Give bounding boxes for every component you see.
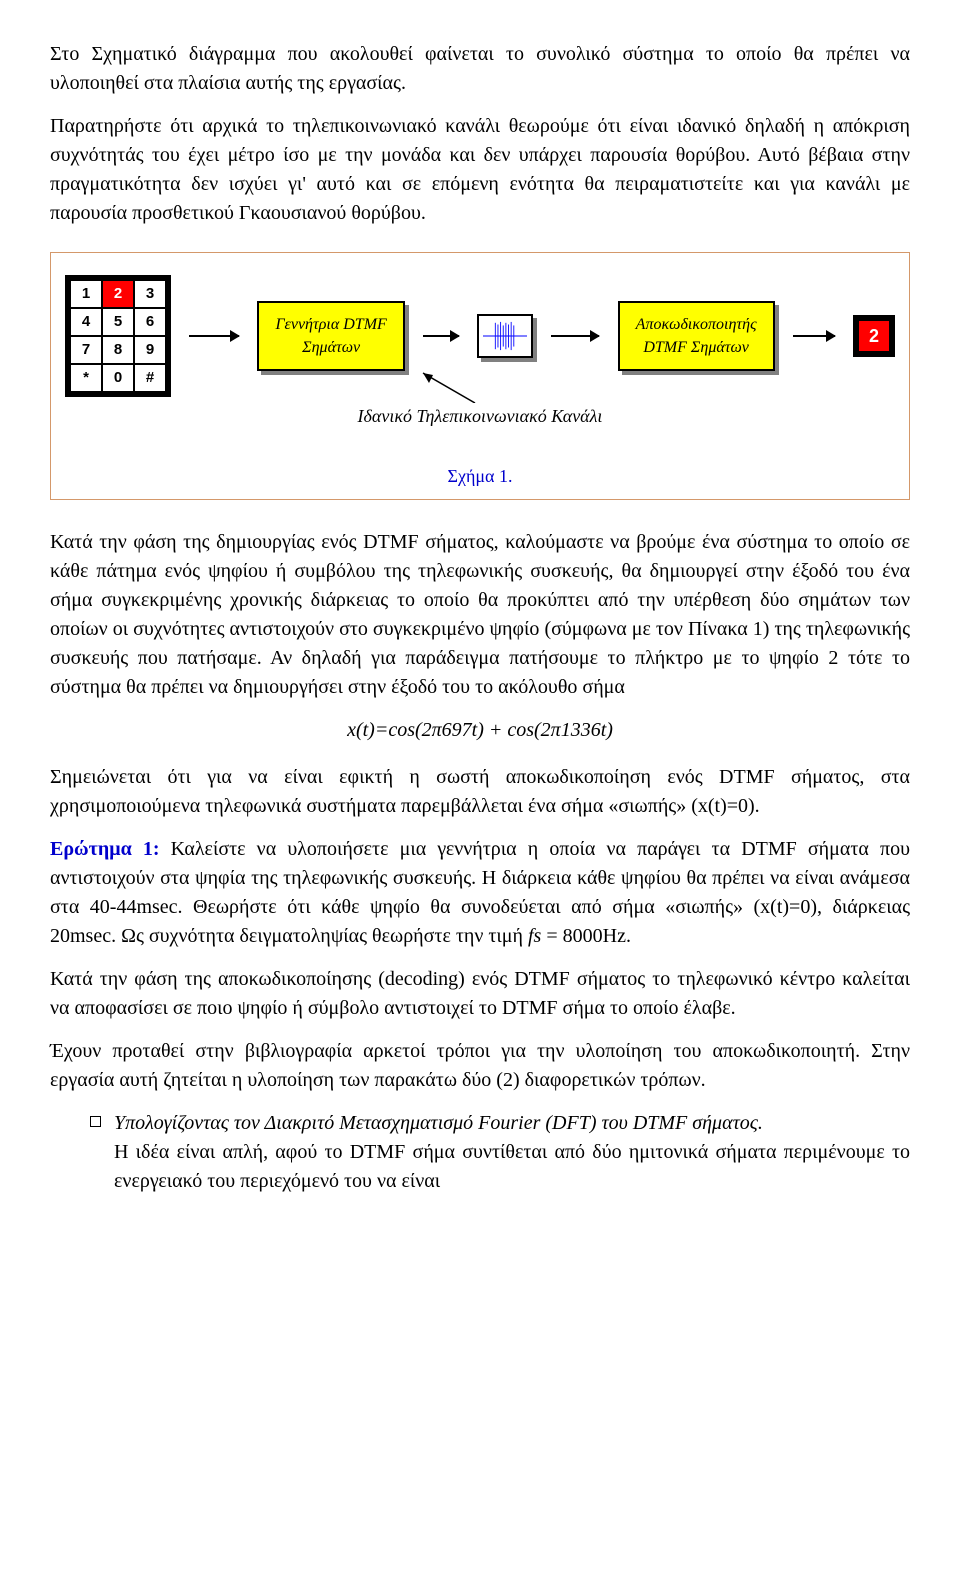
question-1-text: Καλείστε να υλοποιήσετε μια γεννήτρια η … bbox=[50, 838, 910, 947]
keypad-key: 7 bbox=[70, 336, 102, 364]
body-2: Σημειώνεται ότι για να είναι εφικτή η σω… bbox=[50, 763, 910, 821]
arrow-1 bbox=[189, 335, 239, 337]
generator-block-line2: Σημάτων bbox=[275, 336, 386, 359]
question-1: Ερώτημα 1: Καλείστε να υλοποιήσετε μια γ… bbox=[50, 835, 910, 951]
keypad-key: 0 bbox=[102, 364, 134, 392]
waveform-block bbox=[477, 314, 533, 358]
generator-block-line1: Γεννήτρια DTMF bbox=[275, 313, 386, 336]
question-1-eq: = 8000Hz. bbox=[541, 925, 631, 947]
generator-block: Γεννήτρια DTMF Σημάτων bbox=[257, 301, 404, 371]
figure-1: 123456789*0# Γεννήτρια DTMF Σημάτων bbox=[50, 252, 910, 500]
channel-label-row: Ιδανικό Τηλεπικοινωνιακό Κανάλι bbox=[65, 403, 895, 429]
keypad-key: 5 bbox=[102, 308, 134, 336]
arrow-4 bbox=[793, 335, 835, 337]
keypad-key: 2 bbox=[102, 280, 134, 308]
arrow-2 bbox=[423, 335, 459, 337]
bullet-1-body: Η ιδέα είναι απλή, αφού το DTMF σήμα συν… bbox=[114, 1141, 910, 1192]
dtmf-keypad: 123 456 789 *0# bbox=[65, 275, 171, 397]
keypad-key: # bbox=[134, 364, 166, 392]
decoder-block-line1: Αποκωδικοποιητής bbox=[636, 313, 757, 336]
body-1: Κατά την φάση της δημιουργίας ενός DTMF … bbox=[50, 528, 910, 702]
intro-2: Παρατηρήστε ότι αρχικά το τηλεπικοινωνια… bbox=[50, 112, 910, 228]
list-item: Υπολογίζοντας τον Διακριτό Μετασχηματισμ… bbox=[90, 1109, 910, 1196]
keypad-key: 4 bbox=[70, 308, 102, 336]
keypad-key: 9 bbox=[134, 336, 166, 364]
channel-pointer-arrow bbox=[415, 369, 485, 403]
formula: x(t)=cos(2π697t) + cos(2π1336t) bbox=[50, 716, 910, 745]
question-1-fs: fs bbox=[528, 925, 541, 947]
keypad-key: 8 bbox=[102, 336, 134, 364]
body-3: Κατά την φάση της αποκωδικοποίησης (deco… bbox=[50, 965, 910, 1023]
channel-label: Ιδανικό Τηλεπικοινωνιακό Κανάλι bbox=[358, 406, 603, 426]
figure-caption: Σχήμα 1. bbox=[65, 463, 895, 489]
arrow-3 bbox=[551, 335, 599, 337]
method-list: Υπολογίζοντας τον Διακριτό Μετασχηματισμ… bbox=[50, 1109, 910, 1196]
question-1-label: Ερώτημα 1: bbox=[50, 838, 160, 860]
keypad-key: 6 bbox=[134, 308, 166, 336]
intro-1: Στο Σχηματικό διάγραμμα που ακολουθεί φα… bbox=[50, 40, 910, 98]
body-4: Έχουν προταθεί στην βιβλιογραφία αρκετοί… bbox=[50, 1037, 910, 1095]
keypad-key: 1 bbox=[70, 280, 102, 308]
output-digit: 2 bbox=[853, 315, 895, 357]
keypad-key: 3 bbox=[134, 280, 166, 308]
decoder-block-line2: DTMF Σημάτων bbox=[636, 336, 757, 359]
output-digit-value: 2 bbox=[859, 321, 889, 351]
bullet-1-title: Υπολογίζοντας τον Διακριτό Μετασχηματισμ… bbox=[114, 1112, 763, 1134]
waveform-icon bbox=[483, 320, 527, 352]
keypad-key: * bbox=[70, 364, 102, 392]
decoder-block: Αποκωδικοποιητής DTMF Σημάτων bbox=[618, 301, 775, 371]
